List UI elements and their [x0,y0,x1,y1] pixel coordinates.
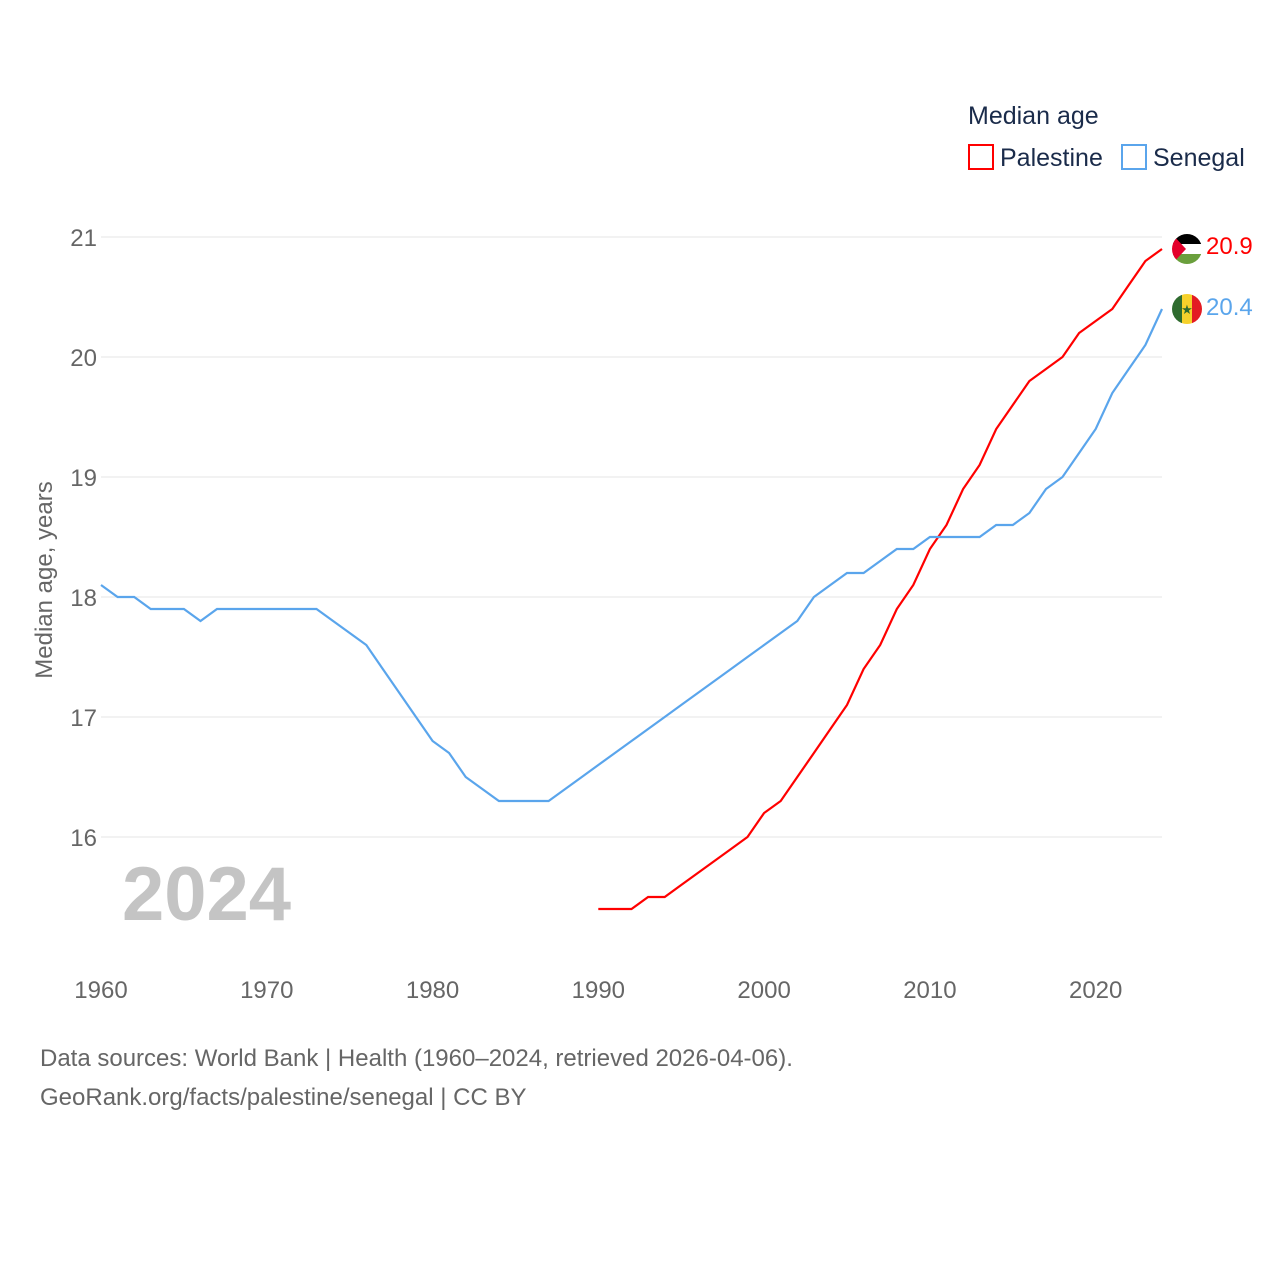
palestine-flag-icon [1172,234,1202,264]
y-axis-label: Median age, years [31,481,58,678]
x-tick-label: 1980 [406,977,459,1004]
series-line-palestine [598,248,1163,911]
credit-link[interactable]: GeoRank.org/facts/palestine/senegal | CC… [40,1084,527,1111]
y-tick-label: 19 [70,465,97,492]
legend-title: Median age [968,102,1099,130]
line-chart: 16 17 18 19 20 21 1960 1970 1980 1990 2000 2010 2020… [31,102,1253,1004]
legend-label: Senegal [1153,144,1245,172]
x-tick-label: 2010 [903,977,956,1004]
y-tick-label: 18 [70,585,97,612]
y-tick-label: 21 [70,225,97,252]
x-tick-label: 1960 [74,977,127,1004]
y-tick-label: 20 [70,345,97,372]
svg-text:★: ★ [1181,302,1193,317]
y-tick-label: 17 [70,705,97,732]
legend-swatch [968,144,994,170]
palestine-end-label: 20.9 [1206,233,1253,260]
x-tick-label: 2000 [737,977,790,1004]
legend-label: Palestine [1000,144,1103,172]
senegal-flag-icon: ★ [1172,294,1202,324]
legend-item-palestine[interactable]: Palestine [968,144,1103,172]
x-tick-label: 1970 [240,977,293,1004]
y-tick-label: 16 [70,825,97,852]
legend-item-senegal[interactable]: Senegal [1121,144,1245,172]
senegal-end-label: 20.4 [1206,294,1253,321]
legend-swatch [1121,144,1147,170]
series-line-senegal [100,308,1163,803]
data-sources: Data sources: World Bank | Health (1960–… [40,1045,793,1072]
year-watermark: 2024 [122,852,291,937]
x-tick-label: 1990 [572,977,625,1004]
x-tick-label: 2020 [1069,977,1122,1004]
